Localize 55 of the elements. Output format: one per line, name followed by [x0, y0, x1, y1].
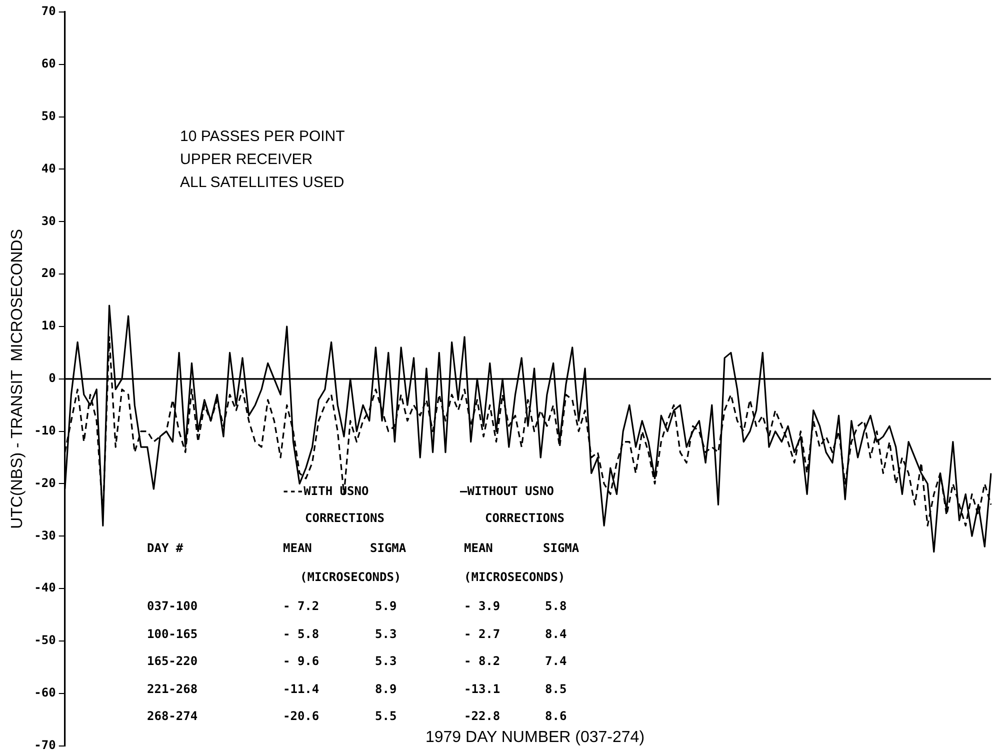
annotation: 5.3: [375, 654, 397, 668]
y-tick-label: -40: [34, 580, 56, 595]
annotation: 8.5: [545, 682, 567, 696]
annotation: - 5.8: [283, 626, 320, 640]
annotation: (MICROSECONDS): [300, 570, 402, 584]
annotation: DAY #: [147, 541, 184, 555]
y-tick-label: -60: [34, 686, 56, 700]
annotation: - 7.2: [283, 599, 320, 613]
annotation: 10 PASSES PER POINT: [180, 128, 345, 145]
y-tick-label: 20: [41, 266, 56, 280]
y-tick-label: 10: [41, 318, 56, 333]
y-tick-label: 50: [41, 108, 56, 123]
annotation: ALL SATELLITES USED: [180, 174, 344, 191]
annotation: 7.4: [545, 654, 567, 668]
annotation: —WITHOUT USNO: [460, 484, 554, 498]
y-axis-title: UTC(NBS) - TRANSIT MICROSECONDS: [9, 228, 26, 529]
y-tick-label: -50: [34, 633, 56, 648]
annotation: - 9.6: [283, 654, 320, 668]
y-tick-label: 60: [41, 56, 56, 71]
annotation: 5.3: [375, 626, 397, 640]
annotation: - 8.2: [464, 654, 500, 668]
annotation: - 3.9: [464, 599, 500, 613]
annotation: UPPER RECEIVER: [180, 151, 313, 168]
annotation: 221-268: [147, 682, 198, 696]
annotation: - 2.7: [464, 626, 500, 640]
annotation: -20.6: [283, 709, 320, 723]
annotation: MEAN: [464, 541, 493, 555]
annotation: 8.4: [545, 626, 567, 640]
annotation: (MICROSECONDS): [464, 570, 566, 584]
annotation: 8.6: [545, 709, 567, 723]
annotation: MEAN: [283, 541, 312, 555]
annotation: SIGMA: [543, 541, 580, 555]
annotation: 8.9: [375, 682, 397, 696]
annotation: SIGMA: [370, 541, 406, 555]
y-tick-label: 0: [48, 371, 56, 386]
y-tick-label: -30: [34, 528, 56, 542]
y-tick-label: 30: [41, 214, 56, 228]
annotation: -13.1: [464, 682, 500, 696]
annotation: 165-220: [147, 654, 198, 668]
annotation: CORRECTIONS: [305, 511, 384, 525]
annotation: 100-165: [147, 626, 198, 640]
y-tick-label: 70: [41, 4, 56, 18]
x-axis-title: 1979 DAY NUMBER (037-274): [425, 729, 645, 747]
annotation: -11.4: [283, 682, 320, 696]
annotation: 5.5: [375, 709, 397, 723]
annotation: 037-100: [147, 599, 198, 613]
y-tick-label: -10: [34, 423, 56, 438]
y-tick-label: -20: [34, 476, 56, 490]
annotation: 5.9: [375, 599, 397, 613]
annotation: 268-274: [147, 709, 198, 723]
annotation: CORRECTIONS: [485, 511, 564, 525]
y-tick-label: -70: [34, 738, 56, 752]
annotation: 5.8: [545, 599, 567, 613]
y-tick-label: 40: [41, 161, 56, 176]
annotation: -22.8: [464, 709, 500, 723]
